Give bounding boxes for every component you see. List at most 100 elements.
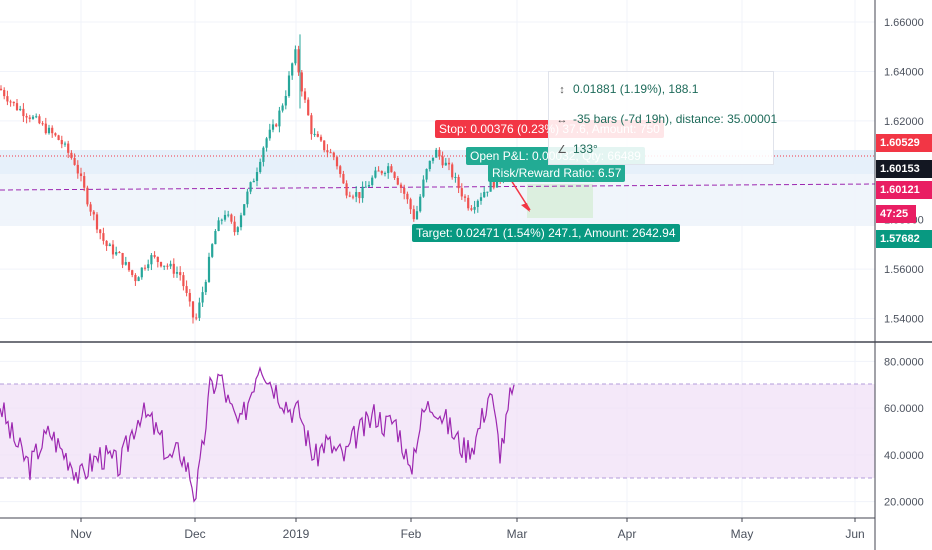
date-tick-label: Feb [401,527,422,541]
candle-body [367,185,371,187]
time-axis: Nov Dec 2019 Feb Mar Apr May Jun [70,518,865,541]
candle-body [198,302,201,318]
candle-body [95,214,99,230]
candle-body [307,99,310,116]
candle-body [361,186,364,199]
candle-body [342,173,345,184]
candle-body [83,176,86,188]
candle-body [441,156,444,166]
candle-body [211,244,214,257]
candle-body [444,162,447,166]
candle-body [463,196,467,198]
candle-body [51,127,54,134]
candle-body [86,187,89,205]
target-price-tag: 1.57682 [876,230,932,248]
rsi-tick-label: 60.0000 [884,403,924,415]
candle-body [326,150,329,153]
candle-body [239,215,243,228]
candle-body [358,192,361,199]
candle-body [255,172,259,181]
rsi-tick-label: 20.0000 [884,497,924,509]
candle-body [108,244,111,247]
candle-body [31,116,35,119]
candle-body [175,272,179,274]
candle-body [47,127,51,134]
date-tick-label: 2019 [283,527,310,541]
candle-body [67,143,70,153]
rsi-line [0,366,515,503]
candle-body [287,75,291,96]
candle-body [479,197,483,201]
candle-body [201,292,204,303]
candle-body [38,116,41,124]
stop-price-tag: 1.60529 [876,134,932,152]
candle-body [492,181,495,188]
candle-body [137,277,140,282]
candle-body [435,149,438,158]
position-box [527,184,593,218]
candle-body [102,233,105,241]
date-tick-label: Mar [507,527,528,541]
candle-body [179,272,182,276]
candle-body [323,140,326,151]
target-label: Target: 0.02471 (1.54%) 247.1, Amount: 2… [412,224,680,242]
candle-body [195,317,198,319]
candle-body [265,138,268,148]
bars-range-icon: ↔ [556,114,568,126]
candle-body [153,255,156,257]
candle-body [233,221,236,233]
candle-body [118,252,121,254]
candle-body [489,181,492,192]
candle-body [182,275,185,287]
candle-body [313,133,316,135]
candle-body [460,188,463,197]
price-tick-label: 1.64000 [884,66,924,78]
candle-body [374,170,377,178]
candle-body [115,252,118,255]
candle-body [92,211,95,215]
rsi-tick-label: 40.0000 [884,450,924,462]
candle-body [28,117,31,119]
risk-reward-label: Risk/Reward Ratio: 6.57 [488,164,626,182]
candle-body [345,183,348,196]
candle-body [89,204,92,212]
candle-body [0,88,3,91]
candle-body [396,177,399,185]
candle-body [12,101,15,104]
candle-body [131,270,134,275]
candle-body [99,229,102,234]
candle-body [63,143,67,145]
date-tick-label: Dec [184,527,205,541]
candle-body [415,211,419,220]
candle-body [278,110,281,127]
candle-body [207,256,211,282]
candle-body [6,96,9,102]
price-candles [0,34,511,324]
candle-body [329,152,332,154]
candle-body [339,166,342,174]
price-tick-label: 1.62000 [884,116,924,128]
candle-body [159,262,163,267]
candle-body [351,196,355,198]
candle-body [393,172,396,178]
candle-body [275,124,278,127]
candle-body [390,166,393,173]
price-tick-label: 1.66000 [884,17,924,29]
candle-body [470,208,473,210]
candle-body [284,95,287,106]
candle-body [291,63,294,76]
candle-body [124,262,127,265]
candle-body [60,139,63,145]
candle-body [188,292,191,302]
candle-body [214,230,217,245]
candle-body [246,191,249,205]
candle-body [262,147,265,162]
candle-body [473,206,476,210]
candle-body [335,157,339,167]
candle-body [70,152,73,159]
measure-bars-range: -35 bars (-7d 19h), distance: 35.00001 [573,112,778,126]
candle-body [22,108,25,117]
candle-body [406,193,409,200]
candle-body [76,164,79,174]
